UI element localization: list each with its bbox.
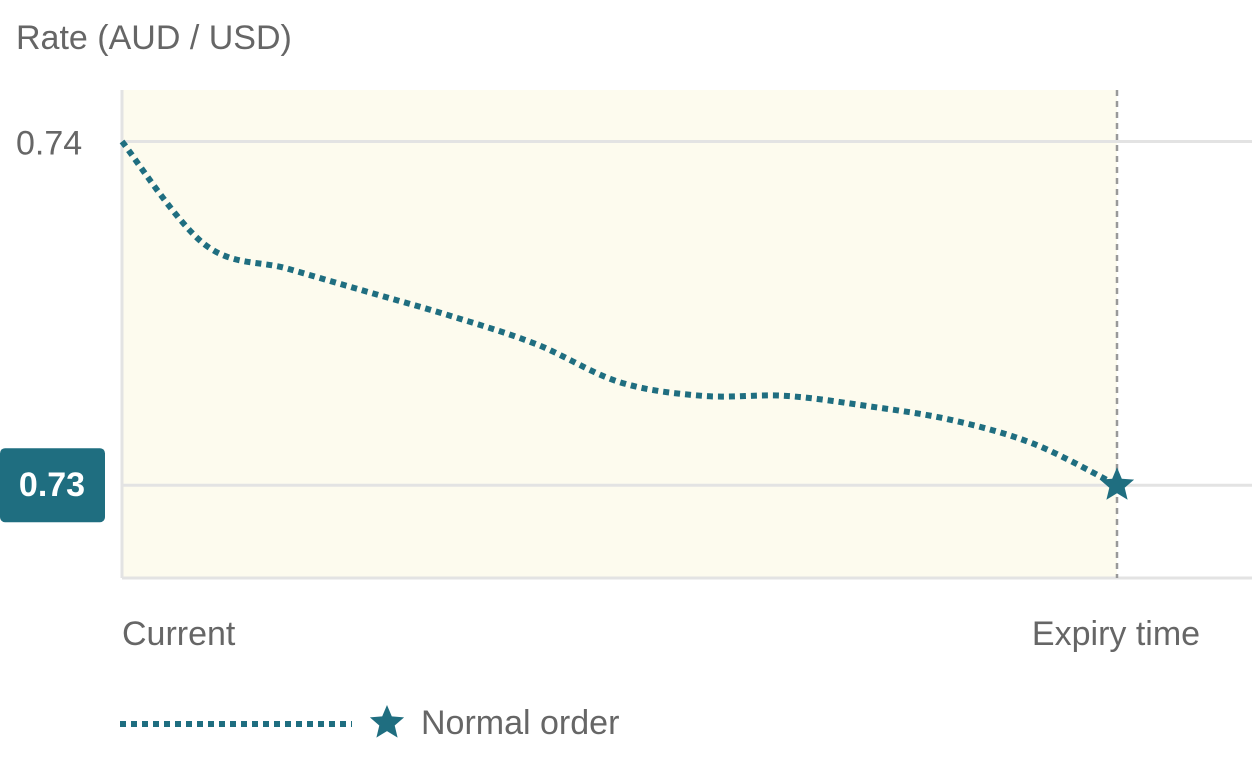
line xyxy=(119,139,1119,488)
x-tick-label: Current xyxy=(122,615,236,653)
legend-label: Normal order xyxy=(421,704,619,742)
legend-marker xyxy=(369,705,405,738)
end-marker xyxy=(1099,467,1135,500)
y-tick-highlight xyxy=(0,448,105,523)
y-tick-label: 0.73 xyxy=(19,466,85,504)
x-tick-label: Expiry time xyxy=(1032,615,1200,653)
period-shade xyxy=(122,90,1117,578)
y-axis-title: Rate (AUD / USD) xyxy=(16,19,292,57)
y-tick-label: 0.74 xyxy=(16,125,82,163)
